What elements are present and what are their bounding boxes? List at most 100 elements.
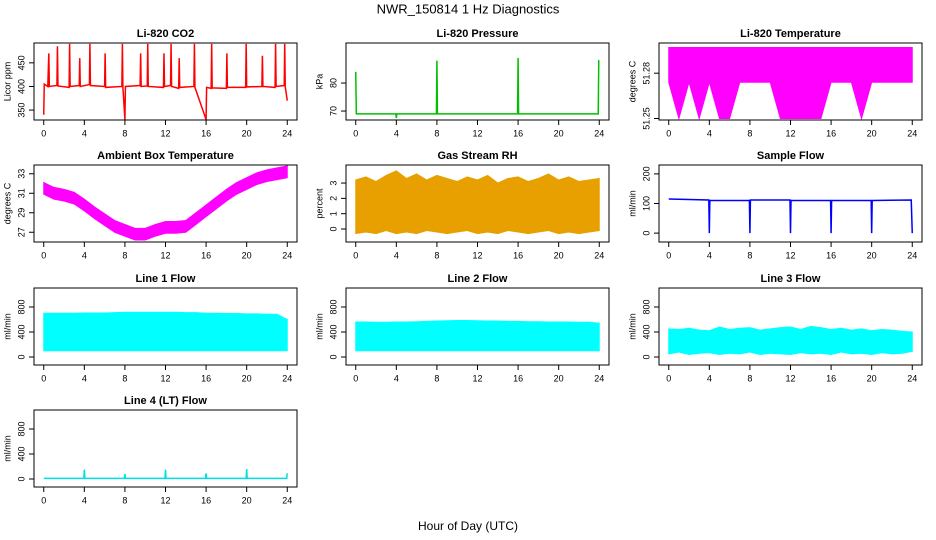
figure-title: NWR_150814 1 Hz Diagnostics — [377, 1, 560, 16]
data-line — [668, 198, 914, 234]
data-line — [42, 43, 289, 120]
x-tick-label: 8 — [434, 250, 439, 260]
panel-title: Gas Stream RH — [437, 150, 517, 162]
x-tick-label: 24 — [907, 128, 917, 138]
y-tick-label: 80 — [328, 78, 338, 88]
y-axis-label: degrees C — [2, 182, 12, 224]
panel-title: Li-820 Pressure — [437, 28, 519, 40]
y-tick-label: 0 — [16, 476, 26, 481]
x-tick-label: 16 — [201, 250, 211, 260]
data-band — [43, 165, 288, 241]
y-tick-label: 0 — [328, 226, 338, 231]
y-axis-label: percent — [314, 188, 324, 219]
x-tick-label: 8 — [747, 250, 752, 260]
x-tick-label: 8 — [434, 128, 439, 138]
y-tick-label: 27 — [16, 227, 26, 237]
x-tick-label: 20 — [867, 128, 877, 138]
y-tick-label: 400 — [641, 324, 651, 339]
x-tick-label: 12 — [785, 373, 795, 383]
y-axis-label: ml/min — [2, 435, 12, 462]
y-tick-label: 800 — [16, 421, 26, 436]
x-tick-label: 20 — [242, 495, 252, 505]
x-tick-label: 4 — [394, 250, 399, 260]
x-tick-label: 12 — [472, 373, 482, 383]
panel-title: Line 4 (LT) Flow — [124, 395, 207, 407]
x-tick-label: 20 — [554, 373, 564, 383]
x-tick-label: 24 — [594, 250, 604, 260]
y-tick-label: 51.25 — [641, 107, 651, 130]
panel-title: Li-820 CO2 — [137, 28, 194, 40]
x-tick-label: 16 — [826, 250, 836, 260]
x-tick-label: 4 — [707, 373, 712, 383]
x-tick-label: 4 — [707, 250, 712, 260]
x-tick-label: 24 — [907, 373, 917, 383]
y-tick-label: 0 — [16, 354, 26, 359]
x-tick-label: 24 — [282, 128, 292, 138]
data-line — [354, 57, 600, 119]
x-tick-label: 4 — [82, 250, 87, 260]
x-tick-label: 8 — [122, 128, 127, 138]
y-tick-label: 800 — [16, 299, 26, 314]
y-axis-label: ml/min — [627, 313, 637, 340]
x-tick-label: 20 — [554, 250, 564, 260]
x-tick-label: 8 — [122, 250, 127, 260]
x-tick-label: 16 — [513, 373, 523, 383]
x-tick-label: 4 — [82, 373, 87, 383]
y-tick-label: 31 — [16, 188, 26, 198]
x-tick-label: 20 — [554, 128, 564, 138]
x-tick-label: 16 — [826, 373, 836, 383]
y-tick-label: 800 — [328, 299, 338, 314]
y-tick-label: 400 — [16, 79, 26, 94]
y-tick-label: 800 — [641, 299, 651, 314]
x-tick-label: 0 — [41, 250, 46, 260]
x-tick-label: 16 — [201, 128, 211, 138]
y-tick-label: 70 — [328, 106, 338, 116]
x-tick-label: 24 — [282, 495, 292, 505]
x-tick-label: 0 — [353, 128, 358, 138]
y-axis-label: ml/min — [2, 313, 12, 340]
x-tick-label: 8 — [434, 373, 439, 383]
panel-title: Sample Flow — [757, 150, 825, 162]
data-line — [43, 468, 289, 480]
panel-title: Ambient Box Temperature — [97, 150, 234, 162]
data-band — [43, 311, 288, 352]
y-tick-label: 450 — [16, 55, 26, 70]
y-tick-label: 200 — [641, 166, 651, 181]
y-tick-label: 0 — [641, 354, 651, 359]
y-tick-label: 51.28 — [641, 62, 651, 85]
x-tick-label: 20 — [867, 250, 877, 260]
x-tick-label: 12 — [160, 128, 170, 138]
x-tick-label: 4 — [394, 373, 399, 383]
x-tick-label: 8 — [122, 373, 127, 383]
y-axis-label: Licor ppm — [2, 62, 12, 102]
data-band — [668, 47, 913, 121]
x-tick-label: 20 — [242, 128, 252, 138]
x-tick-label: 12 — [785, 128, 795, 138]
x-tick-label: 24 — [594, 128, 604, 138]
x-tick-label: 24 — [594, 373, 604, 383]
panel-title: Line 3 Flow — [761, 273, 821, 285]
x-tick-label: 8 — [122, 495, 127, 505]
panel-title: Line 1 Flow — [136, 273, 196, 285]
y-tick-label: 100 — [641, 196, 651, 211]
x-tick-label: 16 — [826, 128, 836, 138]
x-tick-label: 4 — [82, 128, 87, 138]
x-tick-label: 0 — [41, 128, 46, 138]
panel-title: Line 2 Flow — [448, 273, 508, 285]
x-tick-label: 20 — [242, 250, 252, 260]
x-tick-label: 16 — [201, 373, 211, 383]
x-axis-label: Hour of Day (UTC) — [418, 519, 518, 533]
x-tick-label: 12 — [472, 128, 482, 138]
x-tick-label: 12 — [472, 250, 482, 260]
x-tick-label: 12 — [785, 250, 795, 260]
x-tick-label: 8 — [747, 373, 752, 383]
x-tick-label: 0 — [666, 250, 671, 260]
x-tick-label: 24 — [907, 250, 917, 260]
y-tick-label: 33 — [16, 169, 26, 179]
y-tick-label: 400 — [328, 324, 338, 339]
x-tick-label: 0 — [41, 373, 46, 383]
x-tick-label: 24 — [282, 373, 292, 383]
x-tick-label: 20 — [867, 373, 877, 383]
x-tick-label: 0 — [353, 373, 358, 383]
